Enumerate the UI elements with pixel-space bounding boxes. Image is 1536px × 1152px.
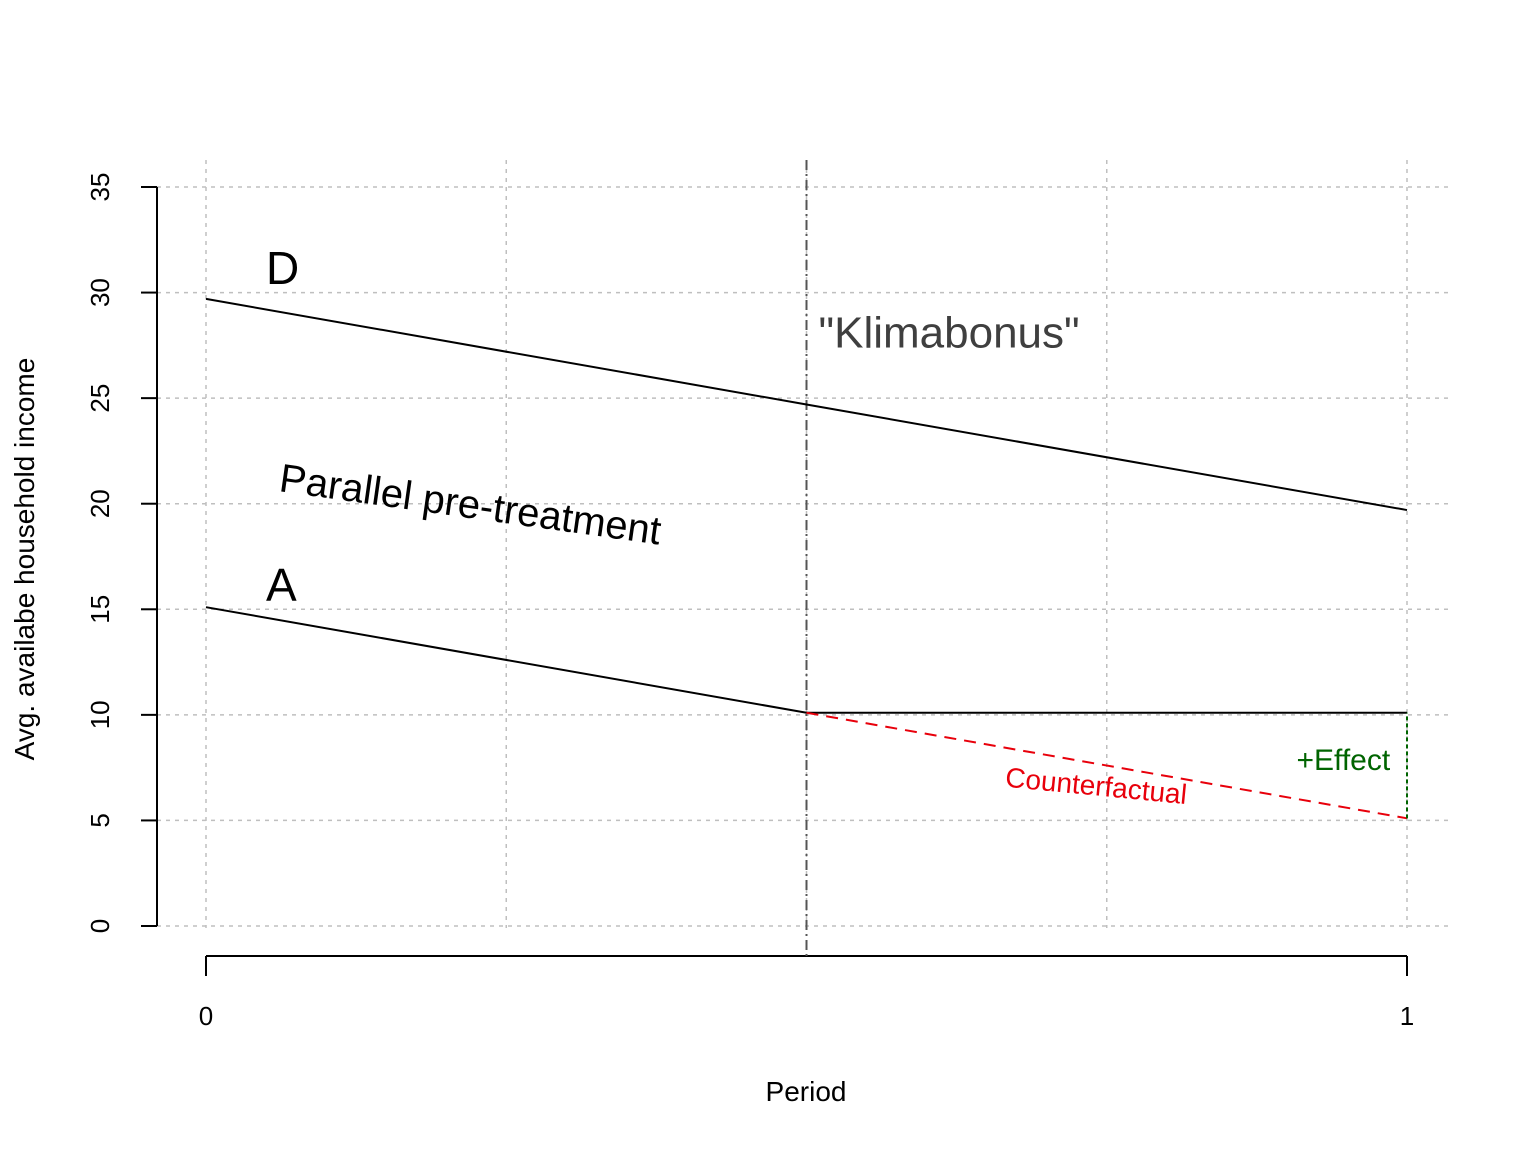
annotation-d: D [266,242,299,294]
annotation-parallel-pre-treatment: Parallel pre-treatment [277,456,664,553]
annotation-a: A [266,559,297,611]
y-axis-title: Avg. availabe household income [9,358,40,761]
grid [157,160,1452,928]
series [205,160,1408,956]
y-tick-label: 5 [85,813,115,827]
annotation-klimabonus: "Klimabonus" [819,308,1080,357]
series-counterfactual-line [806,711,1408,820]
x-tick-label: 0 [199,1001,213,1031]
axes: 0 5 10 15 20 25 30 35 0 1 [85,173,1414,1031]
x-tick-label: 1 [1400,1001,1414,1031]
y-tick-label: 20 [85,489,115,518]
y-tick-label: 15 [85,595,115,624]
x-axis-title: Period [766,1076,847,1107]
y-tick-label: 0 [85,919,115,933]
annotation-counterfactual: Counterfactual [1004,762,1188,810]
y-tick-label: 30 [85,278,115,307]
y-tick-label: 25 [85,384,115,413]
annotations: D A "Klimabonus" Parallel pre-treatment Coun… [266,242,1391,810]
y-tick-label: 35 [85,173,115,202]
y-tick-label: 10 [85,700,115,729]
annotation-effect: +Effect [1297,744,1391,777]
series-d-line [205,297,1408,512]
